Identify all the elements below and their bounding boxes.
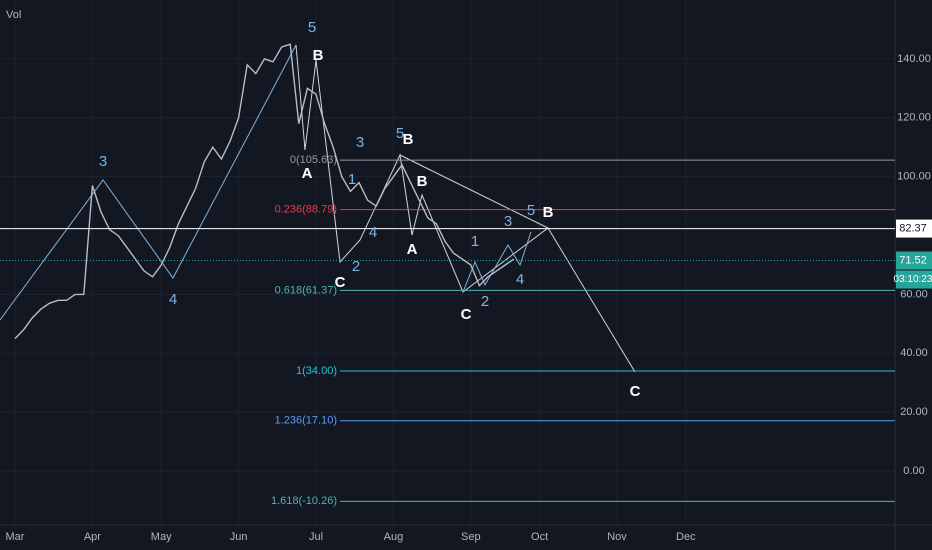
fib-label: 1.236(17.10) — [275, 415, 337, 427]
y-tick-label: 60.00 — [900, 288, 928, 300]
marks: 0(105.63) 0.236(88.79) 0.618(61.37) 1(34.00… — [0, 43, 932, 507]
wave-label: C — [335, 274, 346, 291]
wave-label: 5 — [396, 125, 404, 142]
countdown: 03:10:23 — [894, 274, 932, 285]
x-tick-label: May — [151, 531, 172, 543]
fib-label: 1(34.00) — [296, 365, 337, 377]
grid — [0, 0, 895, 525]
x-tick-label: Dec — [676, 531, 696, 543]
wave-label: 4 — [516, 271, 524, 288]
wave-label: B — [403, 131, 414, 148]
x-tick-label: Jun — [230, 531, 248, 543]
x-tick-label: Jul — [309, 531, 323, 543]
wave-label: 2 — [352, 258, 360, 275]
y-tick-label: 20.00 — [900, 406, 928, 418]
y-tick-label: 0.00 — [903, 465, 924, 477]
x-tick-label: Apr — [84, 531, 101, 543]
x-tick-label: Mar — [6, 531, 25, 543]
wave-label: C — [630, 383, 641, 400]
y-tick-label: 140.00 — [897, 53, 931, 65]
y-tick-label: 40.00 — [900, 347, 928, 359]
wave-label: C — [461, 306, 472, 323]
y-tick-label: 120.00 — [897, 112, 931, 124]
fib-label: 0.618(61.37) — [275, 284, 337, 296]
countdown-tag — [896, 270, 932, 289]
wave-label: 1 — [471, 233, 479, 250]
fib-label: 0(105.63) — [290, 154, 337, 166]
x-tick-label: Aug — [384, 531, 404, 543]
x-tick-label: Sep — [461, 531, 481, 543]
y-tick-label: 100.00 — [897, 171, 931, 183]
wave-label: 3 — [504, 213, 512, 230]
wave-label: 3 — [99, 153, 107, 170]
fib-label: 0.236(88.79) — [275, 204, 337, 216]
wave-line — [399, 154, 549, 229]
wave-label: 4 — [369, 224, 377, 241]
price-tag-label: 71.52 — [899, 254, 927, 266]
price-tag — [896, 219, 932, 238]
wave-labels: 3 4 5 B A C 3 1 4 2 5 B B A 3 1 2 4 5 B … — [99, 19, 641, 400]
corner-label: Vol — [6, 9, 21, 21]
wave-label: A — [302, 165, 313, 182]
wave-label: 5 — [527, 202, 535, 219]
wave-line — [462, 231, 532, 293]
x-tick-label: Nov — [607, 531, 627, 543]
wave-label: B — [417, 173, 428, 190]
wave-label: 3 — [356, 134, 364, 151]
price-line — [14, 43, 515, 340]
fib-label: 1.618(-10.26) — [271, 495, 337, 507]
wave-label: A — [407, 241, 418, 258]
price-tag — [896, 251, 932, 270]
wave-label: 1 — [348, 171, 356, 188]
wave-label: 2 — [481, 293, 489, 310]
wave-label: 4 — [169, 291, 177, 308]
x-tick-label: Oct — [531, 531, 548, 543]
wave-label: B — [543, 204, 554, 221]
wave-label: B — [313, 47, 324, 64]
price-tag-label: 82.37 — [899, 222, 927, 234]
wave-label: 5 — [308, 19, 316, 36]
